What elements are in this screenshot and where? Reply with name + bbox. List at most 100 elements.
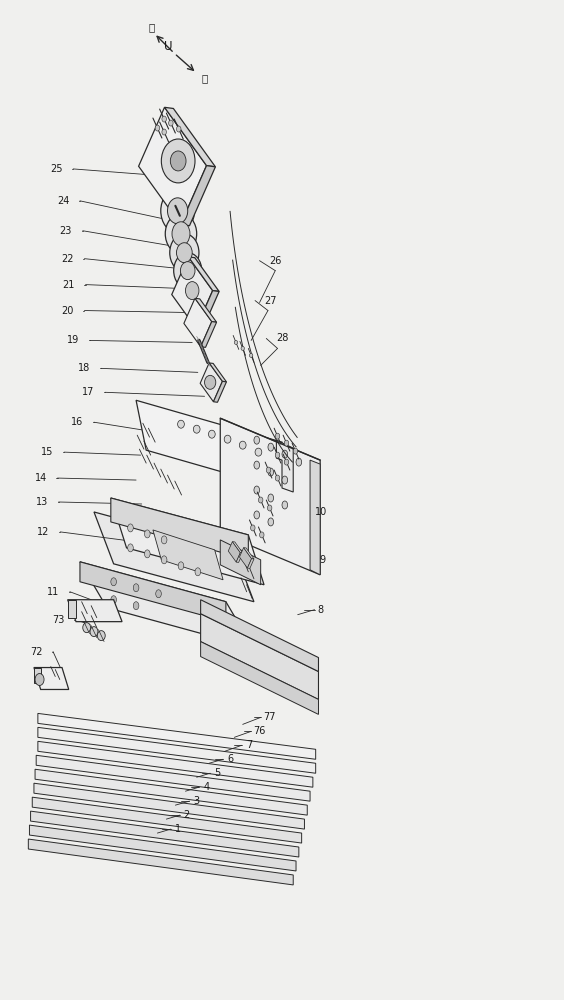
Ellipse shape <box>255 448 262 456</box>
Polygon shape <box>248 559 254 568</box>
Ellipse shape <box>275 475 280 481</box>
Polygon shape <box>201 642 319 714</box>
Polygon shape <box>188 257 219 291</box>
Polygon shape <box>201 614 319 699</box>
Text: 8: 8 <box>317 605 323 615</box>
Ellipse shape <box>250 525 255 531</box>
Polygon shape <box>276 440 293 492</box>
Text: 10: 10 <box>315 507 328 517</box>
Polygon shape <box>180 166 215 226</box>
Polygon shape <box>196 291 219 329</box>
Polygon shape <box>38 741 313 787</box>
Polygon shape <box>36 755 310 801</box>
Ellipse shape <box>193 425 200 433</box>
Ellipse shape <box>284 440 289 446</box>
Ellipse shape <box>268 494 274 502</box>
Text: 16: 16 <box>71 417 83 427</box>
Text: 13: 13 <box>36 497 48 507</box>
Ellipse shape <box>268 443 274 451</box>
Ellipse shape <box>282 501 288 509</box>
Ellipse shape <box>90 627 98 637</box>
Polygon shape <box>38 727 316 773</box>
Text: 19: 19 <box>67 335 80 345</box>
Polygon shape <box>38 713 316 759</box>
Text: 12: 12 <box>37 527 50 537</box>
Polygon shape <box>240 548 252 568</box>
Polygon shape <box>32 797 302 843</box>
Ellipse shape <box>293 448 298 454</box>
Polygon shape <box>94 512 254 602</box>
Ellipse shape <box>156 590 161 598</box>
Text: 23: 23 <box>60 226 72 236</box>
Polygon shape <box>221 540 261 585</box>
Text: 3: 3 <box>193 796 200 806</box>
Text: 27: 27 <box>265 296 277 306</box>
Ellipse shape <box>259 532 264 538</box>
Ellipse shape <box>144 550 150 558</box>
Ellipse shape <box>169 120 173 126</box>
Polygon shape <box>221 418 320 575</box>
Text: 28: 28 <box>276 333 288 343</box>
Ellipse shape <box>178 420 184 428</box>
Ellipse shape <box>282 476 288 484</box>
Polygon shape <box>244 548 254 559</box>
Ellipse shape <box>127 524 133 532</box>
Polygon shape <box>34 668 41 683</box>
Polygon shape <box>200 363 222 402</box>
Ellipse shape <box>161 189 195 233</box>
Text: 11: 11 <box>47 587 59 597</box>
Polygon shape <box>228 542 240 562</box>
Ellipse shape <box>282 450 288 458</box>
Text: 右: 右 <box>149 22 155 32</box>
Text: 76: 76 <box>253 726 266 736</box>
Ellipse shape <box>174 253 202 289</box>
Ellipse shape <box>35 674 44 685</box>
Polygon shape <box>139 107 206 225</box>
Ellipse shape <box>268 468 274 476</box>
Ellipse shape <box>162 129 166 135</box>
Polygon shape <box>236 553 243 562</box>
Polygon shape <box>111 498 264 585</box>
Ellipse shape <box>168 198 188 224</box>
Text: 6: 6 <box>227 754 233 764</box>
Text: 17: 17 <box>82 387 95 397</box>
Ellipse shape <box>254 461 259 469</box>
Polygon shape <box>310 460 320 575</box>
Polygon shape <box>35 769 307 815</box>
Ellipse shape <box>249 353 253 357</box>
Text: 21: 21 <box>63 280 75 290</box>
Text: 左: 左 <box>201 73 208 83</box>
Ellipse shape <box>133 602 139 610</box>
Text: 15: 15 <box>41 447 54 457</box>
Text: 73: 73 <box>52 615 65 625</box>
Ellipse shape <box>165 214 197 254</box>
Text: 77: 77 <box>263 712 276 722</box>
Polygon shape <box>28 839 293 885</box>
Ellipse shape <box>254 486 259 494</box>
Text: 24: 24 <box>57 196 69 206</box>
Ellipse shape <box>241 346 244 350</box>
Polygon shape <box>195 298 217 322</box>
Polygon shape <box>68 600 122 622</box>
Text: U: U <box>164 40 173 53</box>
Ellipse shape <box>205 375 216 389</box>
Polygon shape <box>30 811 299 857</box>
Ellipse shape <box>296 458 302 466</box>
Ellipse shape <box>254 436 259 444</box>
Text: 25: 25 <box>50 164 63 174</box>
Text: 26: 26 <box>269 256 281 266</box>
Ellipse shape <box>133 584 139 592</box>
Polygon shape <box>172 257 213 328</box>
Ellipse shape <box>172 222 190 246</box>
Polygon shape <box>34 668 69 689</box>
Ellipse shape <box>224 435 231 443</box>
Polygon shape <box>34 783 305 829</box>
Ellipse shape <box>177 243 192 263</box>
Ellipse shape <box>161 139 195 183</box>
Ellipse shape <box>177 126 181 132</box>
Ellipse shape <box>266 467 271 473</box>
Ellipse shape <box>234 340 237 344</box>
Ellipse shape <box>162 116 166 122</box>
Ellipse shape <box>239 441 246 449</box>
Ellipse shape <box>111 596 116 604</box>
